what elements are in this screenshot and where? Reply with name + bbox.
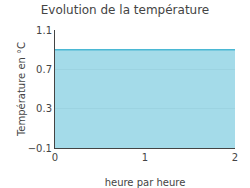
svg-text:1: 1 (142, 152, 148, 163)
svg-text:Température en °C: Température en °C (16, 42, 27, 137)
svg-text:0.3: 0.3 (36, 103, 52, 114)
svg-text:Evolution de la température: Evolution de la température (41, 3, 210, 17)
svg-text:0: 0 (52, 152, 58, 163)
svg-text:1.1: 1.1 (36, 25, 52, 36)
svg-text:2: 2 (232, 152, 238, 163)
svg-text:0.7: 0.7 (36, 64, 52, 75)
svg-text:heure par heure: heure par heure (105, 177, 186, 188)
svg-text:−0.1: −0.1 (28, 143, 52, 154)
